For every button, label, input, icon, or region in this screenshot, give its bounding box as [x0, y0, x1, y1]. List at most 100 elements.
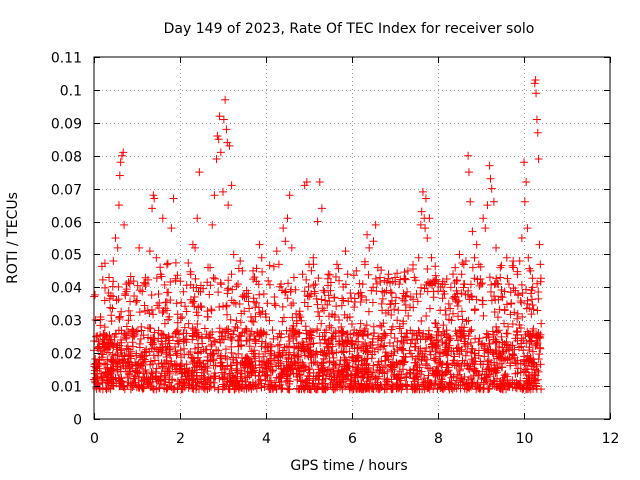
data-point	[161, 375, 170, 384]
data-point	[113, 367, 122, 376]
data-point	[186, 280, 195, 289]
data-point	[315, 178, 324, 187]
data-point	[427, 379, 436, 388]
data-point	[293, 372, 302, 381]
data-point	[108, 304, 117, 313]
data-point	[362, 377, 371, 386]
data-point	[474, 337, 483, 346]
data-point	[432, 331, 441, 340]
data-point	[158, 308, 167, 317]
data-point	[149, 351, 158, 360]
data-point	[433, 323, 442, 332]
data-point	[106, 384, 115, 393]
data-point	[420, 374, 429, 383]
data-point	[333, 383, 342, 392]
data-point	[380, 369, 389, 378]
data-point	[300, 181, 309, 190]
data-point	[251, 371, 260, 380]
data-point	[221, 345, 230, 354]
data-point	[171, 276, 180, 285]
data-point	[245, 304, 254, 313]
data-point	[533, 128, 542, 137]
data-point	[410, 377, 419, 386]
data-point	[463, 360, 472, 369]
data-point	[331, 360, 340, 369]
data-point	[249, 266, 258, 275]
data-point	[380, 276, 389, 285]
data-point	[207, 306, 216, 315]
data-point	[140, 278, 149, 287]
data-point	[533, 279, 542, 288]
data-point	[254, 372, 263, 381]
data-point	[290, 343, 299, 352]
data-point	[433, 366, 442, 375]
data-point	[453, 336, 462, 345]
data-point	[394, 306, 403, 315]
data-point	[282, 326, 291, 335]
data-point	[502, 300, 511, 309]
data-point	[399, 317, 408, 326]
data-point	[223, 310, 232, 319]
data-point	[203, 356, 212, 365]
data-point	[195, 168, 204, 177]
data-point	[139, 359, 148, 368]
data-point	[236, 374, 245, 383]
data-point	[520, 197, 529, 206]
data-point	[270, 293, 279, 302]
data-point	[233, 336, 242, 345]
data-point	[361, 367, 370, 376]
data-point	[222, 325, 231, 334]
data-point	[467, 355, 476, 364]
data-point	[419, 378, 428, 387]
data-point	[378, 363, 387, 372]
data-point	[232, 353, 241, 362]
data-point	[177, 298, 186, 307]
data-point	[421, 361, 430, 370]
data-point	[192, 330, 201, 339]
data-point	[313, 307, 322, 316]
data-point	[455, 326, 464, 335]
data-point	[464, 316, 473, 325]
data-point	[298, 342, 307, 351]
data-point	[115, 313, 124, 322]
data-point	[426, 378, 435, 387]
data-point	[344, 372, 353, 381]
data-point	[468, 359, 477, 368]
data-point	[279, 224, 288, 233]
data-point	[513, 314, 522, 323]
data-point	[180, 379, 189, 388]
data-point	[148, 338, 157, 347]
data-point	[416, 344, 425, 353]
data-point	[313, 360, 322, 369]
data-point	[484, 348, 493, 357]
data-point	[155, 384, 164, 393]
data-point	[518, 289, 527, 298]
data-point	[251, 303, 260, 312]
data-point	[520, 158, 528, 167]
data-point	[436, 349, 445, 358]
data-point	[465, 295, 474, 304]
data-point	[207, 382, 216, 391]
data-point	[305, 368, 314, 377]
data-point	[149, 334, 158, 343]
data-point	[386, 299, 395, 308]
data-point	[339, 296, 348, 305]
data-point	[104, 384, 113, 393]
data-point	[444, 299, 453, 308]
data-point	[225, 385, 234, 394]
data-point	[507, 299, 516, 308]
data-point	[436, 306, 445, 315]
data-point	[370, 329, 379, 338]
data-point	[229, 250, 238, 259]
data-point	[509, 351, 518, 360]
data-point	[250, 354, 259, 363]
data-point	[244, 382, 253, 391]
data-point	[533, 306, 542, 315]
data-point	[381, 331, 390, 340]
data-point	[526, 266, 535, 275]
data-point	[418, 187, 427, 196]
data-point	[456, 378, 465, 387]
data-point	[325, 372, 334, 381]
data-point	[224, 276, 233, 285]
